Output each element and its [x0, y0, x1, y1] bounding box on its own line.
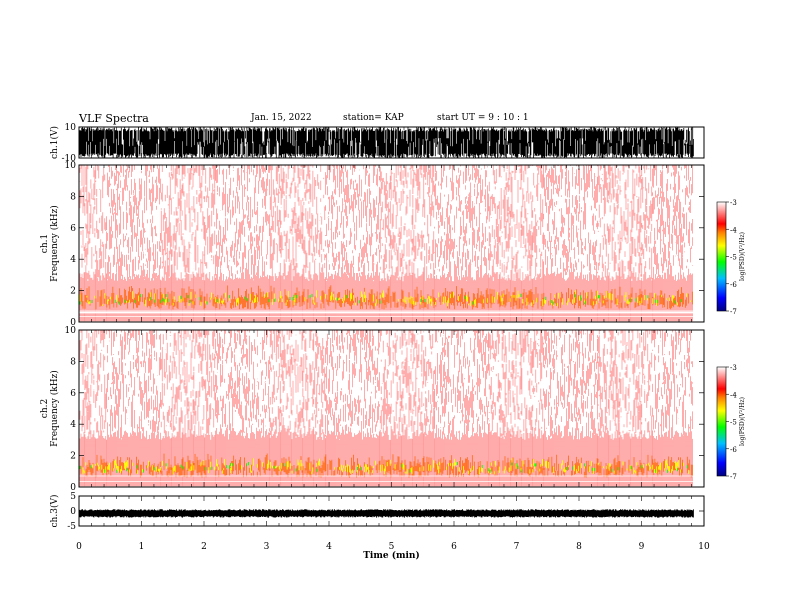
ch1-waveform-trace	[78, 127, 694, 158]
ch1-spectrogram-ylabel: ch.1	[40, 234, 50, 253]
x-tick-label: 8	[576, 542, 582, 552]
ch1-spectrogram-ytick-label: 4	[70, 255, 76, 265]
ch2-spectrogram-ylabel: ch.2	[40, 399, 50, 418]
ch2-spectrogram-panel: 0 2 4 6 8 10 ch.2 Frequency (kHz) -3 -4 -5 -6 -7 log(…	[40, 326, 746, 493]
colorbar-tick-label: -7	[730, 473, 737, 481]
station-label: station= KAP	[343, 113, 404, 123]
colorbar-tick-label: -3	[730, 364, 737, 372]
x-tick-label: 2	[201, 542, 207, 552]
colorbar-scale	[716, 201, 727, 312]
ch3-waveform-panel: 5 0 -5 ch.3(V)	[49, 492, 705, 532]
x-tick-label: 4	[326, 542, 332, 552]
colorbar-tick-label: -3	[730, 199, 737, 207]
colorbar-label: log(PSD)(V²/Hz)	[739, 397, 746, 446]
ch1-spectrogram-panel: 0 2 4 6 8 10 ch.1 Frequency (kHz) -3 -4 -5 -6 -7 log(…	[40, 161, 746, 328]
colorbar-tick-label: -5	[730, 419, 737, 427]
colorbar-tick-label: -6	[730, 281, 737, 289]
ch1-spectrogram-ylabel: Frequency (kHz)	[49, 205, 60, 282]
colorbar-tick-label: -5	[730, 254, 737, 262]
x-tick-label: 7	[514, 542, 520, 552]
ch3-waveform-ytick-label: -5	[67, 522, 76, 532]
ch2-spectrogram-ytick-label: 4	[70, 420, 76, 430]
colorbar-tick-label: -6	[730, 446, 737, 454]
ch2-spectrogram-ytick-label: 2	[70, 452, 76, 462]
ch1-waveform-ytick-label: -10	[62, 154, 77, 164]
colorbar-scale	[716, 366, 727, 477]
ch1-spectrogram-ytick-label: 10	[65, 161, 77, 171]
chart-title: VLF Spectra	[79, 112, 149, 125]
x-tick-label: 0	[76, 542, 82, 552]
start-time-label: start UT = 9 : 10 : 1	[437, 113, 529, 123]
colorbar-label: log(PSD)(V²/Hz)	[739, 232, 746, 281]
ch2-spectrogram-colorbar: -3 -4 -5 -6 -7 log(PSD)(V²/Hz)	[716, 364, 746, 481]
ch2-spectrogram-ytick-label: 6	[70, 389, 76, 399]
x-tick-label: 1	[139, 542, 145, 552]
colorbar-tick-label: -4	[730, 226, 737, 234]
colorbar-tick-label: -7	[730, 308, 737, 316]
ch2-spectrogram-psd-peak	[79, 462, 688, 473]
ch2-spectrogram-ytick-label: 8	[70, 357, 76, 367]
ch1-spectrogram-ytick-label: 2	[70, 287, 76, 297]
x-axis-label: Time (min)	[363, 550, 420, 561]
ch1-spectrogram-psd-high	[78, 290, 691, 307]
ch3-waveform-ytick-label: 0	[70, 507, 76, 517]
ch1-spectrogram-ytick-label: 8	[70, 192, 76, 202]
ch1-waveform-ylabel: ch.1(V)	[49, 126, 60, 159]
x-tick-label: 9	[639, 542, 645, 552]
ch3-waveform-ytick-label: 5	[70, 492, 76, 502]
ch1-spectrogram-ytick-label: 0	[70, 318, 76, 328]
x-tick-label: 10	[698, 542, 710, 552]
ch2-spectrogram-ytick-label: 10	[65, 326, 77, 336]
ch3-waveform-trace	[78, 509, 694, 518]
ch1-spectrogram-colorbar: -3 -4 -5 -6 -7 log(PSD)(V²/Hz)	[716, 199, 746, 316]
ch2-spectrogram-psd-low	[78, 330, 693, 487]
date-label: Jan. 15, 2022	[251, 113, 312, 123]
ch1-waveform-ytick-label: 10	[65, 123, 77, 133]
x-tick-label: 6	[451, 542, 457, 552]
colorbar-tick-label: -4	[730, 391, 737, 399]
x-tick-label: 5	[389, 542, 395, 552]
x-tick-label: 3	[264, 542, 270, 552]
ch2-spectrogram-ytick-label: 0	[70, 483, 76, 493]
ch2-spectrogram-ylabel: Frequency (kHz)	[49, 370, 60, 447]
ch3-waveform-ylabel: ch.3(V)	[49, 495, 60, 528]
ch1-spectrogram-ytick-label: 6	[70, 224, 76, 234]
